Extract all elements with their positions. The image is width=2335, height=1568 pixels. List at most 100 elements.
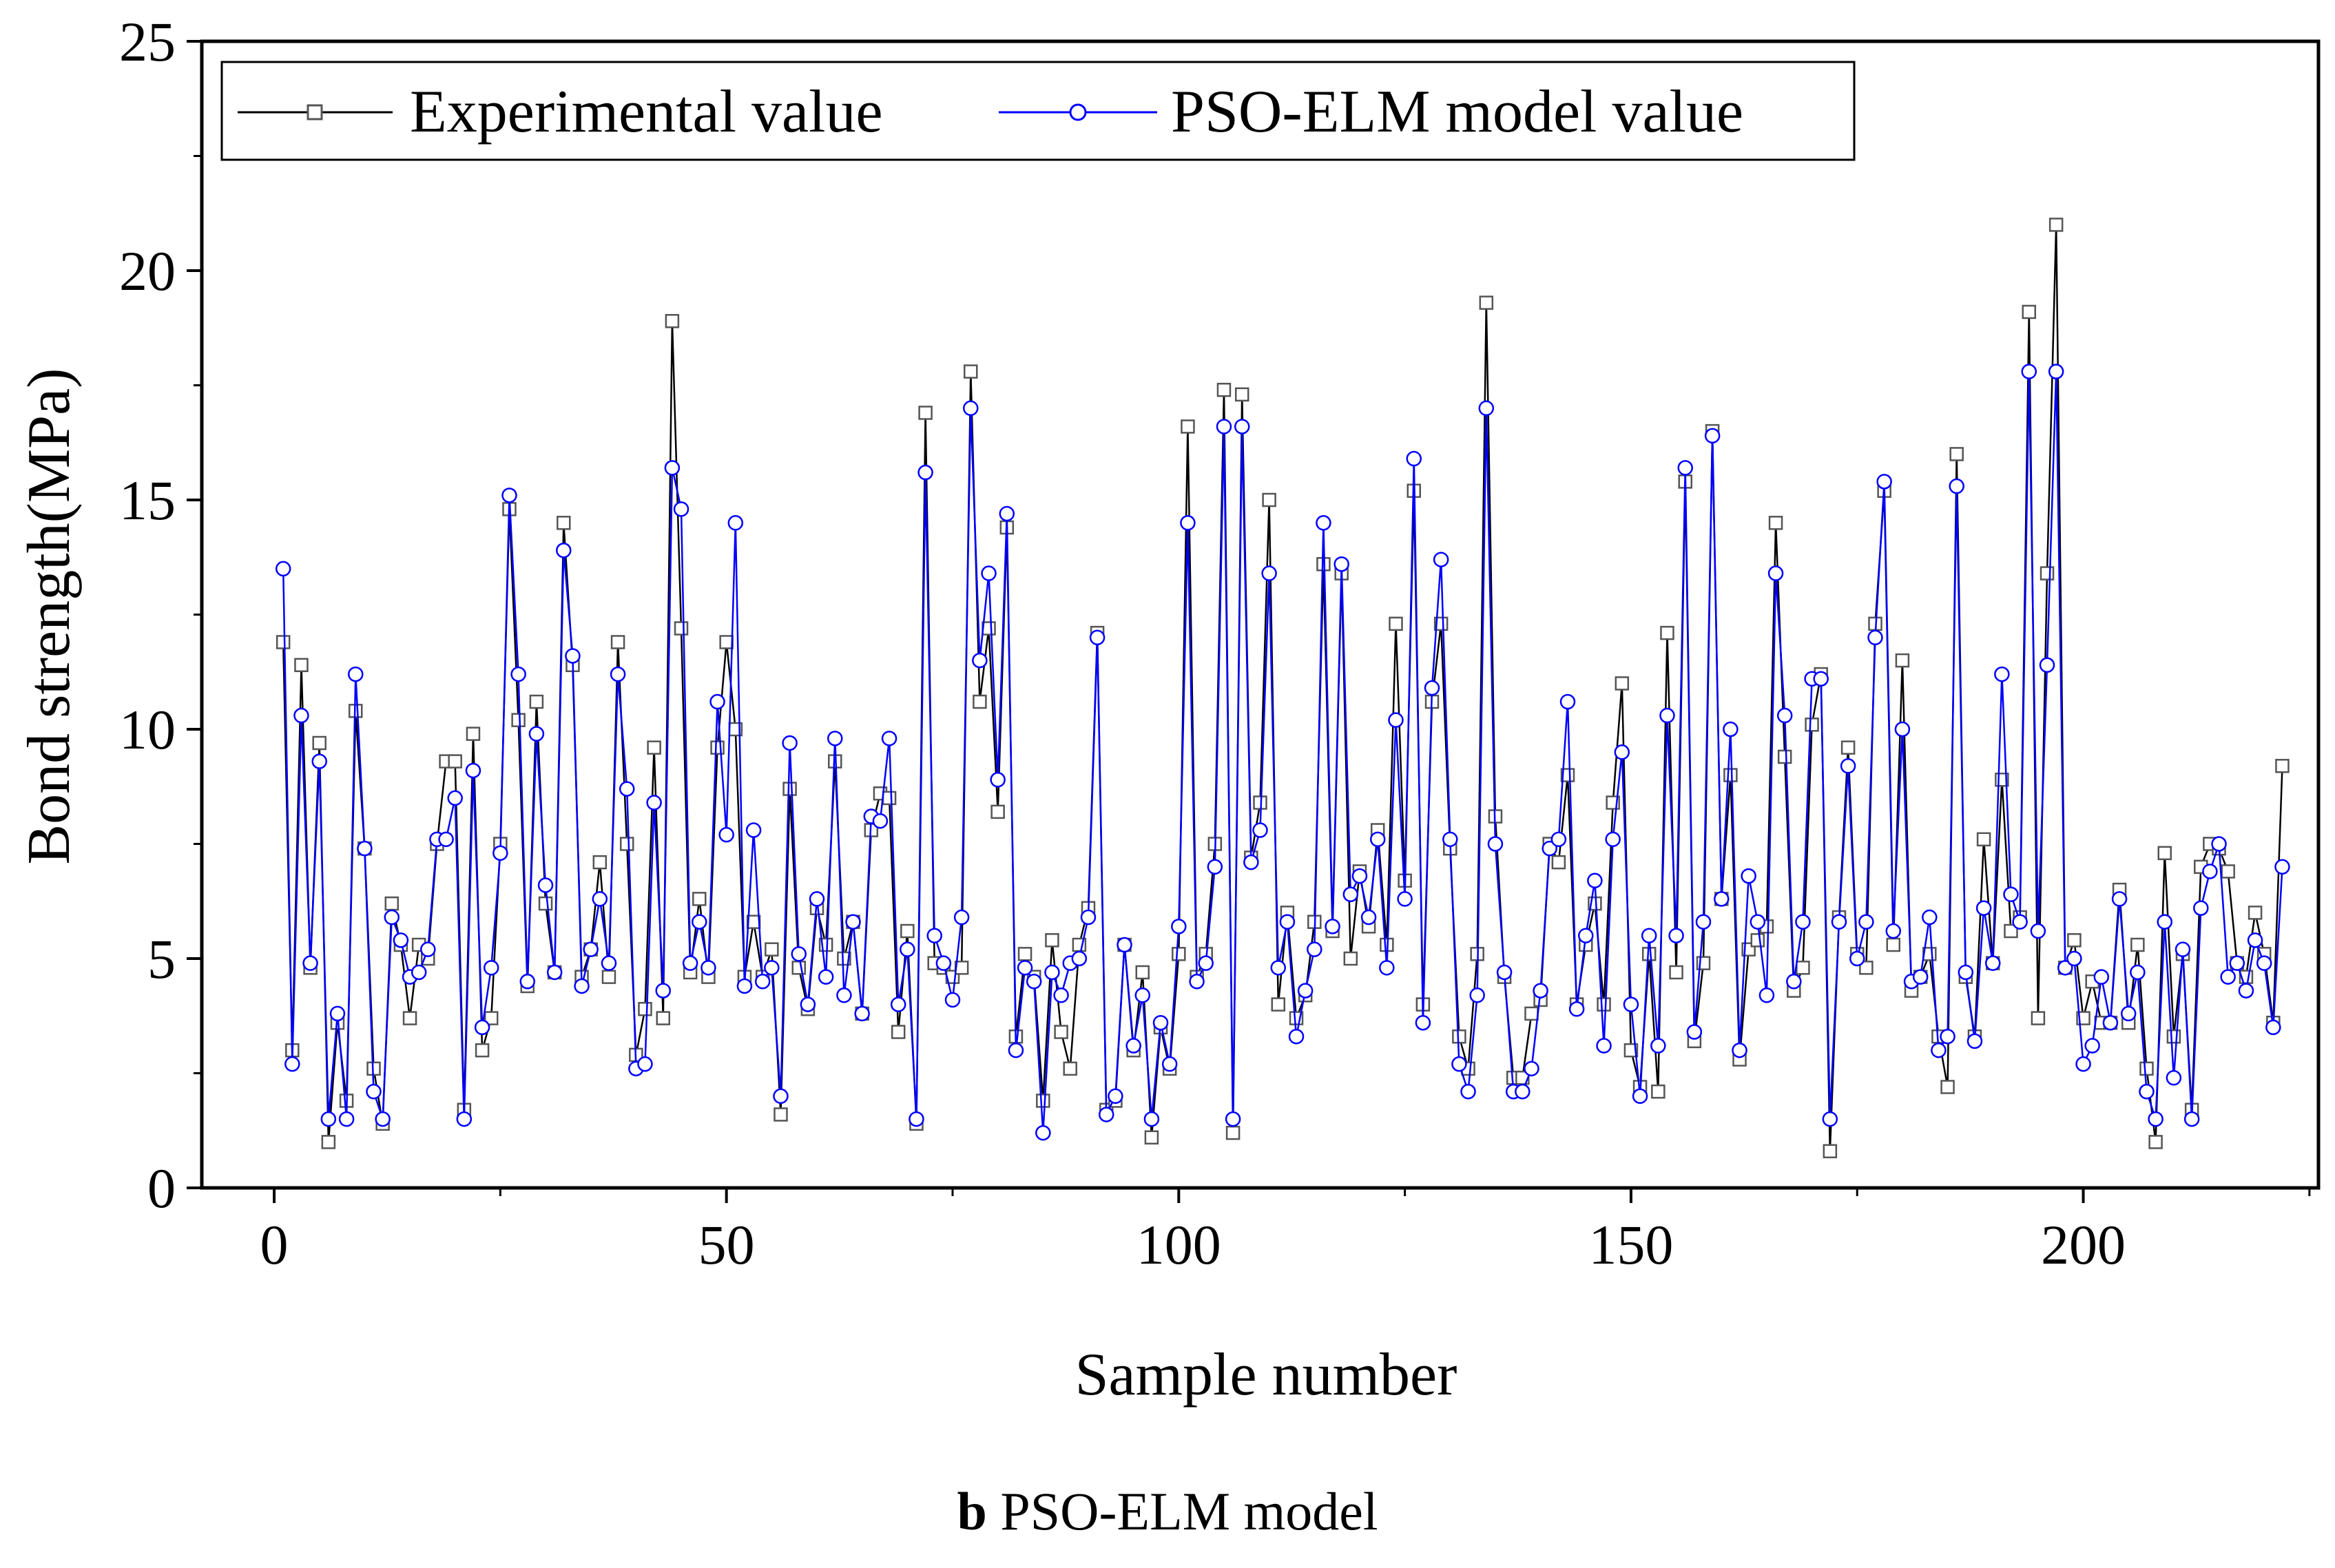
- data-point: [1388, 712, 1404, 728]
- data-point: [1271, 997, 1286, 1012]
- data-point: [1623, 996, 1639, 1012]
- data-point: [1822, 1111, 1838, 1127]
- data-point: [944, 992, 961, 1008]
- data-point: [1433, 616, 1449, 631]
- data-point: [900, 923, 915, 939]
- data-point: [466, 726, 481, 741]
- data-point: [1189, 974, 1205, 990]
- data-point: [854, 1005, 870, 1022]
- data-point: [637, 1056, 653, 1072]
- data-point: [1723, 721, 1739, 738]
- series-line: [282, 224, 2283, 1152]
- data-point: [483, 960, 499, 976]
- data-point: [2031, 1011, 2046, 1025]
- data-point: [1479, 295, 1494, 310]
- data-point: [2229, 955, 2245, 971]
- caption-label: b: [957, 1481, 987, 1541]
- data-point: [2193, 900, 2209, 916]
- data-point: [953, 909, 970, 926]
- data-point: [465, 762, 481, 779]
- data-point: [2084, 1038, 2100, 1054]
- data-point: [890, 996, 906, 1012]
- data-point: [1442, 831, 1458, 848]
- legend-marker-pso-elm: [1069, 103, 1087, 121]
- data-point: [1234, 387, 1249, 402]
- data-point: [2157, 914, 2172, 930]
- data-point: [619, 781, 635, 797]
- data-point: [1261, 565, 1277, 581]
- data-point: [1036, 1094, 1050, 1108]
- series-experimental: [276, 218, 2290, 1158]
- series-pso-elm: [275, 364, 2290, 1141]
- data-point: [1767, 565, 1784, 581]
- y-tick-label: 20: [119, 240, 176, 302]
- data-point: [384, 909, 400, 926]
- data-point: [1389, 616, 1403, 631]
- x-tick-label: 100: [1137, 1213, 1221, 1276]
- data-point: [1279, 914, 1296, 930]
- data-point: [917, 464, 933, 481]
- data-point: [718, 826, 734, 843]
- data-point: [2248, 906, 2263, 920]
- data-point: [321, 1135, 336, 1149]
- data-point: [1397, 891, 1413, 907]
- data-point: [1487, 836, 1504, 852]
- data-point: [1984, 955, 2001, 971]
- data-point: [583, 941, 599, 957]
- data-point: [1668, 928, 1684, 943]
- data-point: [2275, 759, 2290, 773]
- data-point: [1949, 447, 1964, 461]
- data-point: [1768, 516, 1783, 530]
- data-point: [2030, 923, 2046, 939]
- data-point: [538, 896, 553, 911]
- y-tick-label: 10: [119, 698, 176, 761]
- data-point: [510, 666, 526, 682]
- series-layer: [275, 218, 2290, 1158]
- data-point: [1876, 474, 1892, 490]
- data-point: [800, 996, 816, 1012]
- y-tick-label: 15: [119, 469, 176, 532]
- data-point: [2130, 964, 2146, 981]
- data-point: [1424, 680, 1440, 696]
- data-point: [1750, 914, 1766, 930]
- data-point: [1542, 840, 1557, 857]
- data-point: [1776, 707, 1793, 724]
- data-point: [1677, 460, 1693, 476]
- data-point: [909, 1111, 924, 1127]
- data-point: [1524, 1006, 1539, 1021]
- data-point: [872, 813, 889, 829]
- data-point: [674, 621, 689, 636]
- data-point: [284, 1056, 300, 1072]
- legend-box: [220, 61, 1856, 161]
- data-point: [809, 891, 825, 907]
- data-point: [918, 406, 933, 420]
- data-point: [275, 561, 291, 577]
- data-point: [2130, 937, 2145, 952]
- data-point: [294, 658, 309, 673]
- figure-caption: b PSO-ELM model: [0, 1481, 2335, 1543]
- data-point: [1786, 974, 1802, 990]
- data-point: [1867, 629, 1883, 646]
- data-point: [1750, 933, 1765, 948]
- data-point: [1533, 983, 1548, 999]
- data-point: [311, 753, 327, 769]
- data-point: [1732, 1042, 1747, 1058]
- data-point: [2012, 914, 2028, 930]
- x-axis-label: Sample number: [1075, 1341, 1457, 1408]
- data-point: [664, 460, 681, 476]
- data-point: [2139, 1083, 2155, 1100]
- data-point: [1823, 1144, 1838, 1158]
- data-point: [537, 877, 554, 893]
- data-point: [601, 970, 616, 984]
- x-tick-label: 0: [260, 1213, 289, 1276]
- data-point: [999, 505, 1015, 522]
- data-point: [357, 840, 373, 857]
- data-point: [1035, 1125, 1051, 1141]
- data-point: [2211, 836, 2227, 852]
- data-point: [2148, 1111, 2163, 1127]
- data-point: [1343, 951, 1358, 966]
- data-point: [1659, 707, 1675, 724]
- data-point: [302, 955, 318, 971]
- data-point: [1108, 1088, 1123, 1105]
- data-point: [2274, 859, 2290, 875]
